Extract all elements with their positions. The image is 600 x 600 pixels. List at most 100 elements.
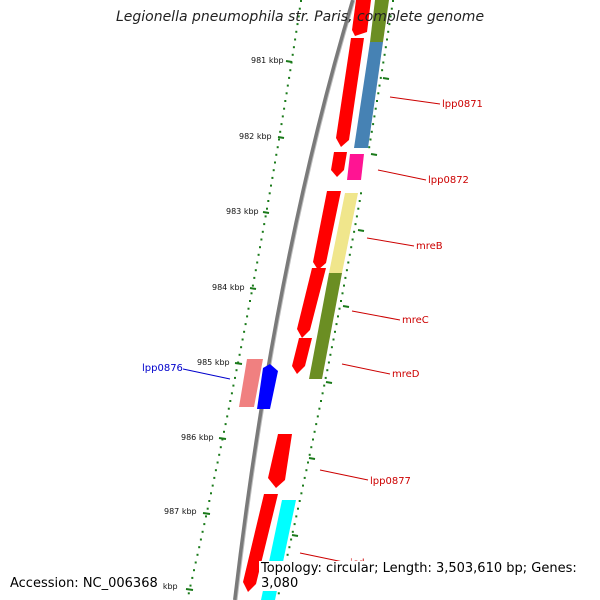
track-dot [377, 92, 380, 95]
track-dot [260, 238, 263, 241]
gene-label[interactable]: lpp0871 [442, 99, 483, 110]
track-dot [388, 23, 391, 26]
track-dot [324, 376, 327, 379]
track-dot [384, 46, 387, 49]
track-dot [198, 546, 201, 549]
gene-label[interactable]: mreD [392, 369, 420, 380]
track-dot [288, 76, 291, 79]
track-dot [341, 292, 344, 295]
track-dot [286, 553, 289, 556]
track-dot [214, 469, 217, 472]
tick-label: 988 kbp [145, 582, 178, 591]
cds-feature-mreD[interactable] [292, 338, 312, 374]
gene-labels: lpp0871 lpp0872 mreB mreC mreD lpp0876 l… [142, 99, 483, 569]
track-dot [373, 115, 376, 118]
cds-feature-mreB[interactable] [313, 191, 341, 270]
cog-track [239, 0, 389, 600]
cog-feature-mreC[interactable] [309, 273, 342, 379]
track-dot [303, 476, 306, 479]
tick-label: 984 kbp [212, 283, 245, 292]
gene-label[interactable]: mreC [402, 315, 429, 326]
cog-feature-lpp0876[interactable] [239, 359, 263, 407]
track-dot [335, 323, 338, 326]
track-dot [213, 476, 216, 479]
track-dot [383, 53, 386, 56]
track-dot [357, 207, 360, 210]
track-dot [343, 284, 345, 287]
track-dot [189, 584, 192, 587]
track-dot [229, 400, 232, 402]
track-dot [224, 423, 227, 426]
track-dot [235, 369, 238, 372]
track-dot [313, 430, 316, 433]
track-dot [251, 284, 254, 287]
track-dot [201, 530, 204, 533]
track-dot [226, 415, 229, 418]
track-dot [351, 238, 354, 241]
tick-mark [325, 381, 333, 384]
tick-mark [382, 77, 390, 80]
track-dot [344, 276, 347, 279]
track-dot [327, 361, 330, 364]
track-dot [288, 546, 291, 549]
track-dot [210, 492, 212, 495]
track-dot [285, 92, 288, 95]
track-dot [370, 130, 373, 133]
track-dot [300, 0, 302, 2]
track-dot [253, 276, 256, 279]
cog-feature-lpp0872[interactable] [347, 154, 364, 180]
cog-feature-mreB[interactable] [329, 193, 358, 273]
cds-feature-lpp0876[interactable] [257, 364, 278, 409]
track-dot [281, 115, 284, 118]
track-dot [381, 69, 384, 72]
track-dot [223, 430, 225, 433]
track-dot [240, 346, 243, 349]
cds-feature-top[interactable] [352, 0, 371, 36]
tick-label: 985 kbp [197, 358, 230, 367]
track-dot [263, 223, 266, 226]
gene-label[interactable]: mreB [416, 241, 443, 252]
track-dot [211, 484, 214, 487]
cds-feature-lpp0872[interactable] [331, 152, 347, 177]
track-dot [291, 53, 294, 56]
track-dot [387, 30, 390, 33]
gene-label[interactable]: lpp0876 [142, 363, 183, 374]
cog-feature-top[interactable] [370, 0, 389, 42]
track-dot [216, 461, 219, 464]
track-dot [300, 492, 303, 495]
cds-feature-icd[interactable] [243, 494, 278, 592]
track-dot [389, 15, 392, 18]
label-leaders [182, 96, 441, 564]
track-dot [368, 146, 371, 149]
track-dot [376, 100, 378, 102]
track-dot [360, 192, 362, 195]
track-dot [323, 384, 326, 387]
accession-text: Accession: NC_006368 [8, 576, 160, 591]
tick-marks [185, 60, 390, 591]
track-dot [321, 392, 324, 395]
track-dot [286, 84, 289, 87]
track-dot [290, 538, 293, 541]
tick-mark [277, 136, 285, 139]
track-dot [386, 38, 388, 41]
track-dot [196, 553, 199, 556]
gene-label[interactable]: lpp0872 [428, 175, 469, 186]
track-dot [318, 407, 321, 410]
track-dot [270, 184, 272, 187]
leader-line [377, 169, 427, 181]
track-dot [230, 392, 233, 395]
tick-mark [291, 534, 299, 537]
cds-feature-mreC[interactable] [297, 268, 326, 338]
track-dot [274, 161, 276, 164]
track-dot [205, 515, 207, 518]
track-dot [199, 538, 202, 541]
cog-feature-lpp0871[interactable] [354, 42, 383, 148]
leader-line [389, 96, 441, 105]
gene-label[interactable]: lpp0877 [370, 476, 411, 487]
track-dot [326, 369, 329, 372]
track-dot [298, 7, 301, 10]
cds-feature-lpp0871[interactable] [336, 38, 364, 147]
topology-text: Topology: circular; Length: 3,503,610 bp… [259, 561, 600, 591]
cds-feature-lpp0877[interactable] [268, 434, 292, 488]
